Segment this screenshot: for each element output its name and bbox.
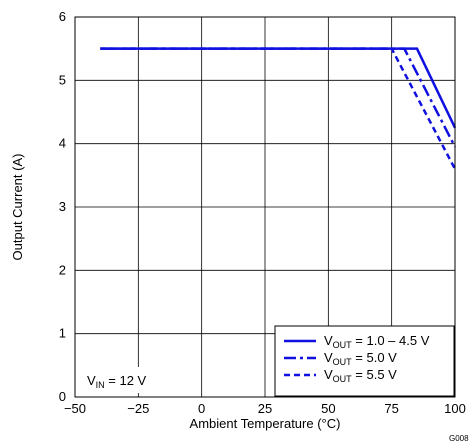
x-tick-label: −25 bbox=[127, 401, 149, 416]
x-tick-labels: −50 −25 0 25 50 75 100 bbox=[64, 401, 466, 416]
x-tick-label: 0 bbox=[198, 401, 205, 416]
svg-text:VIN = 12 V: VIN = 12 V bbox=[87, 373, 147, 390]
vin-annotation: VIN = 12 V bbox=[82, 367, 168, 393]
series-line-0 bbox=[100, 47, 457, 129]
legend-label-2: VOUT = 5.5 V bbox=[324, 367, 397, 384]
x-tick-label: 100 bbox=[444, 401, 466, 416]
series-line-1 bbox=[100, 47, 457, 148]
vin-annotation-rest: = 12 V bbox=[105, 373, 147, 388]
vin-annotation-sub: IN bbox=[96, 380, 105, 390]
y-tick-label: 3 bbox=[59, 199, 66, 214]
series-layer bbox=[100, 47, 457, 170]
vin-annotation-main: V bbox=[87, 373, 96, 388]
legend-box bbox=[274, 325, 455, 397]
legend-label-0: VOUT = 1.0 – 4.5 V bbox=[324, 333, 430, 350]
y-tick-label: 2 bbox=[59, 262, 66, 277]
y-tick-label: 5 bbox=[59, 72, 66, 87]
y-axis-label: Output Current (A) bbox=[10, 154, 25, 261]
plot-frame bbox=[74, 16, 456, 398]
y-tick-label: 6 bbox=[59, 9, 66, 24]
x-tick-label: 50 bbox=[321, 401, 335, 416]
y-tick-labels: 0 1 2 3 4 5 6 bbox=[59, 9, 66, 404]
y-tick-label: 0 bbox=[59, 389, 66, 404]
x-axis-label: Ambient Temperature (°C) bbox=[190, 416, 341, 431]
x-tick-label: −50 bbox=[64, 401, 86, 416]
x-tick-label: 25 bbox=[258, 401, 272, 416]
x-tick-label: 75 bbox=[384, 401, 398, 416]
series-line-2 bbox=[100, 47, 457, 170]
figure-code: G008 bbox=[449, 434, 469, 443]
legend-label-1: VOUT = 5.0 V bbox=[324, 350, 397, 367]
y-tick-label: 1 bbox=[59, 326, 66, 341]
y-tick-label: 4 bbox=[59, 136, 66, 151]
